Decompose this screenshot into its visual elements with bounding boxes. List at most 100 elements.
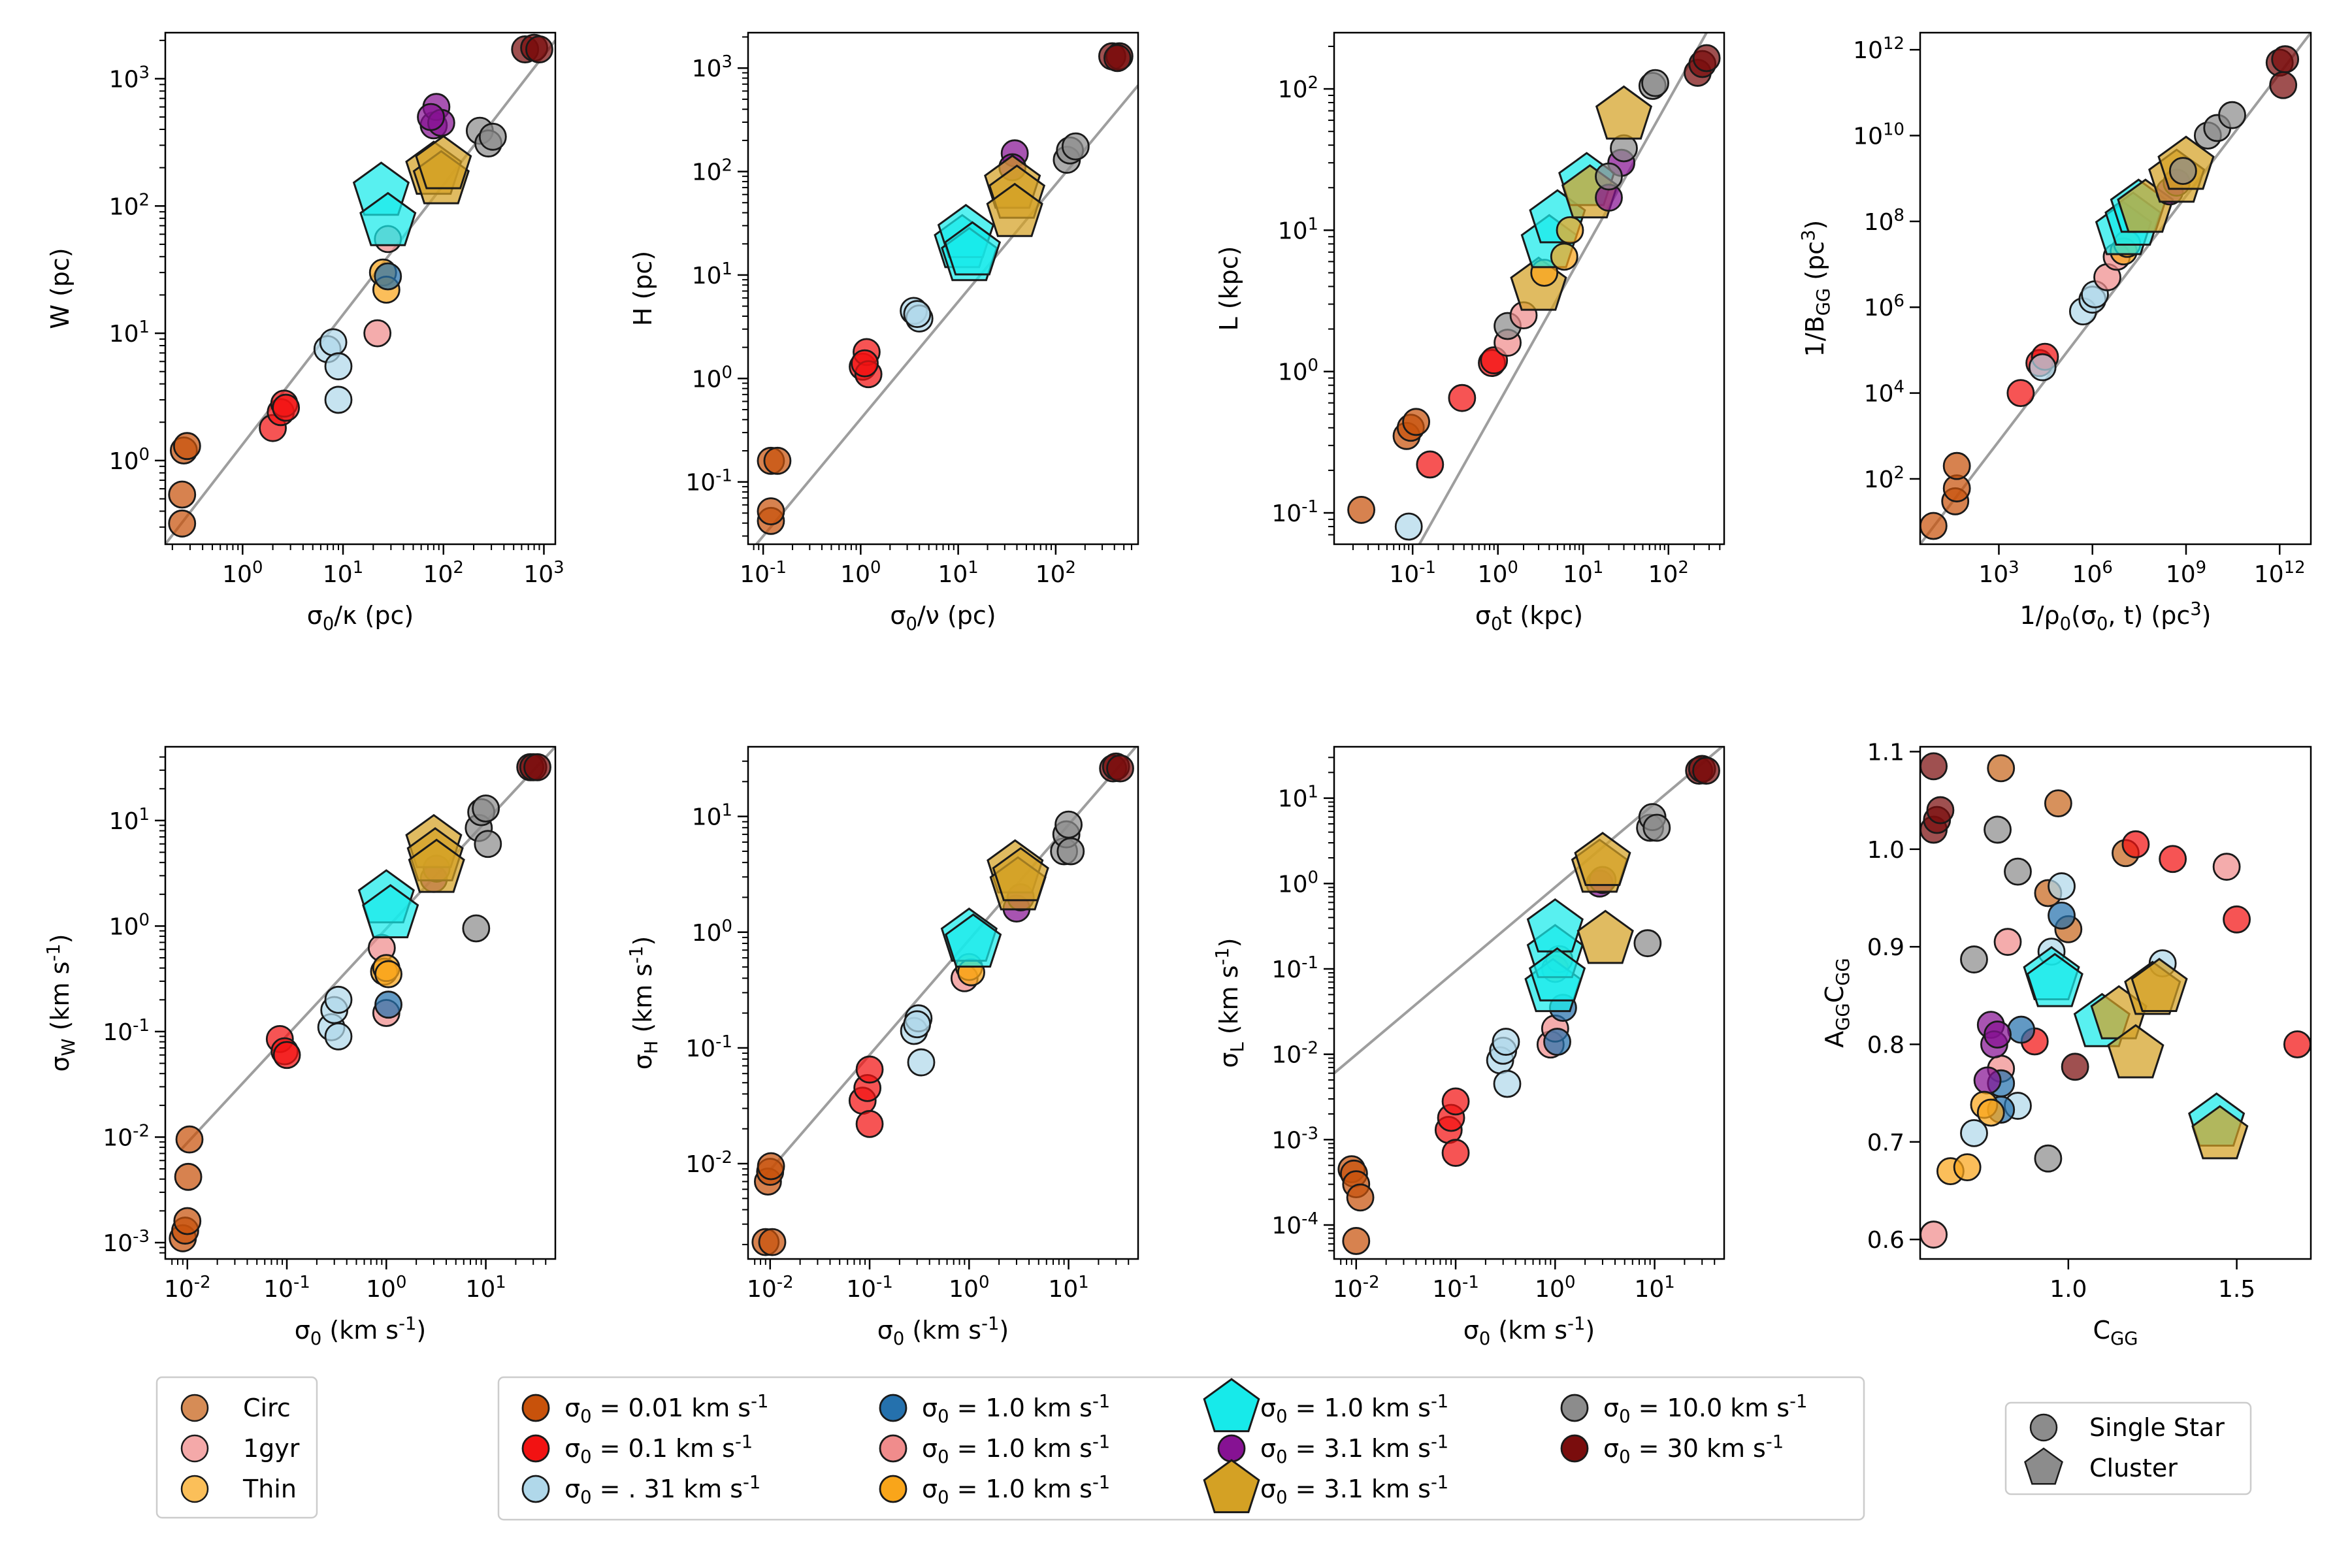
legend-marker-label: Cluster bbox=[2089, 1454, 2178, 1482]
star-point bbox=[1448, 384, 1477, 412]
star-point bbox=[1920, 752, 1948, 781]
star-point bbox=[478, 122, 507, 151]
star-point bbox=[523, 753, 551, 781]
legend-dataset-label: Circ bbox=[243, 1394, 291, 1422]
axes-frame bbox=[164, 31, 557, 546]
cluster-point bbox=[1576, 909, 1634, 964]
panel-p1: 100 101 102 103 100 101 102 103 σ0/κ (pc) W (pc) bbox=[46, 31, 564, 634]
axes-frame bbox=[747, 745, 1139, 1260]
cluster-point bbox=[2131, 958, 2188, 1012]
axes-frame bbox=[164, 745, 557, 1260]
axes-frame bbox=[1919, 745, 2312, 1260]
points bbox=[1920, 45, 2300, 540]
star-point bbox=[272, 393, 301, 422]
legend-sigma-entry-label: σ0 = . 31 km s-1 bbox=[564, 1473, 760, 1508]
points bbox=[757, 42, 1134, 535]
x-tick-label: 1.0 bbox=[2050, 1276, 2087, 1303]
points bbox=[1347, 44, 1721, 541]
star-point bbox=[1595, 162, 1623, 191]
y-tick-label: 102 bbox=[1278, 73, 1318, 103]
legend-sigma bbox=[497, 1376, 1865, 1521]
panel-p6: 10-2 10-1 100 101 10-2 10-1 100 101 σ0 (km s-1) σ… bbox=[627, 745, 1139, 1349]
star-point bbox=[1692, 757, 1720, 785]
x-tick-label: 106 bbox=[2072, 558, 2113, 588]
cluster-point bbox=[1574, 832, 1631, 887]
y-tick-label: 10-2 bbox=[685, 1148, 732, 1178]
cluster-point bbox=[362, 884, 419, 939]
star-point bbox=[1061, 132, 1090, 161]
x-tick-label: 101 bbox=[323, 558, 363, 588]
y-tick-label: 0.7 bbox=[1867, 1130, 1904, 1156]
star-point bbox=[1342, 1227, 1371, 1255]
x-axis-label: σ0 (km s-1) bbox=[1463, 1314, 1595, 1349]
legend-dataset-marker bbox=[180, 1394, 209, 1422]
y-axis-label: σH (km s-1) bbox=[627, 936, 662, 1070]
star-point bbox=[1976, 1098, 2005, 1127]
legend-sigma-entries: σ0 = 0.01 km s-1 σ0 = 0.1 km s-1 σ0 = . 31… bbox=[521, 1378, 1807, 1514]
x-axis-label: σ0 (km s-1) bbox=[295, 1314, 426, 1349]
x-axis-label: σ0 (km s-1) bbox=[877, 1314, 1009, 1349]
x-axis-label: CGG bbox=[2093, 1316, 2138, 1349]
star-point bbox=[2061, 1053, 2089, 1081]
legend-sigma-entry-marker bbox=[879, 1434, 907, 1463]
star-point bbox=[1973, 1066, 2002, 1095]
star-point bbox=[374, 960, 402, 988]
axes-frame bbox=[1333, 31, 1725, 546]
star-point bbox=[903, 1010, 932, 1039]
y-axis-label: L (kpc) bbox=[1215, 246, 1243, 331]
y-tick-label: 0.9 bbox=[1867, 934, 1904, 961]
cluster-point bbox=[943, 221, 1002, 276]
reference-line bbox=[165, 39, 555, 544]
star-point bbox=[2006, 379, 2035, 408]
y-tick-label: 101 bbox=[1278, 214, 1318, 244]
y-tick-label: 103 bbox=[109, 63, 150, 93]
y-tick-label: 0.6 bbox=[1867, 1227, 1904, 1254]
y-tick-label: 102 bbox=[1864, 463, 1904, 493]
legend-sigma-entry-label: σ0 = 0.01 km s-1 bbox=[564, 1392, 768, 1427]
x-tick-label: 100 bbox=[222, 558, 263, 588]
x-tick-label: 10-1 bbox=[846, 1273, 893, 1303]
x-tick-label: 100 bbox=[1535, 1273, 1575, 1303]
y-tick-label: 10-4 bbox=[1271, 1209, 1318, 1239]
x-tick-label: 10-2 bbox=[747, 1273, 794, 1303]
legend-sigma-entry-label: σ0 = 1.0 km s-1 bbox=[922, 1432, 1110, 1467]
y-tick-label: 101 bbox=[692, 801, 732, 831]
y-tick-label: 101 bbox=[1278, 783, 1318, 813]
star-point bbox=[1960, 945, 1988, 973]
legend-sigma-entry-marker bbox=[1560, 1394, 1589, 1422]
y-tick-label: 100 bbox=[692, 917, 732, 947]
x-tick-label: 10-1 bbox=[263, 1273, 310, 1303]
star-point bbox=[1346, 1183, 1375, 1212]
cluster-point bbox=[1595, 85, 1653, 140]
star-point bbox=[1642, 813, 1671, 842]
cluster-point bbox=[2026, 953, 2083, 1007]
x-axis-label: 1/ρ0(σ0, t) (pc3) bbox=[2020, 599, 2212, 634]
legend-marker-marker bbox=[2029, 1413, 2058, 1442]
x-tick-label: 102 bbox=[1648, 558, 1689, 588]
star-point bbox=[2271, 45, 2300, 74]
star-point bbox=[1550, 242, 1578, 271]
y-tick-label: 10-3 bbox=[1271, 1124, 1318, 1154]
star-point bbox=[417, 103, 445, 131]
star-point bbox=[1106, 754, 1134, 783]
star-point bbox=[2034, 1144, 2063, 1173]
y-tick-label: 100 bbox=[1278, 356, 1318, 386]
star-point bbox=[1984, 815, 2012, 844]
legend-sigma-entry-marker bbox=[521, 1394, 550, 1422]
legend-sigma-entry-label: σ0 = 3.1 km s-1 bbox=[1260, 1473, 1448, 1508]
star-point bbox=[1402, 408, 1430, 436]
star-point bbox=[1056, 837, 1085, 866]
points bbox=[1337, 755, 1720, 1255]
x-tick-label: 101 bbox=[1048, 1273, 1088, 1303]
y-axis-label: W (pc) bbox=[46, 248, 74, 329]
cluster-point bbox=[2107, 1024, 2164, 1079]
star-point bbox=[2048, 901, 2076, 930]
star-point bbox=[2004, 857, 2032, 886]
star-point bbox=[1641, 69, 1669, 97]
star-point bbox=[855, 1110, 884, 1138]
y-tick-label: 100 bbox=[692, 363, 732, 393]
star-point bbox=[324, 385, 353, 414]
legend-sigma-entry-label: σ0 = 1.0 km s-1 bbox=[922, 1392, 1110, 1427]
legend-sigma-entry-marker bbox=[1203, 1378, 1260, 1433]
y-tick-label: 101 bbox=[109, 805, 150, 835]
